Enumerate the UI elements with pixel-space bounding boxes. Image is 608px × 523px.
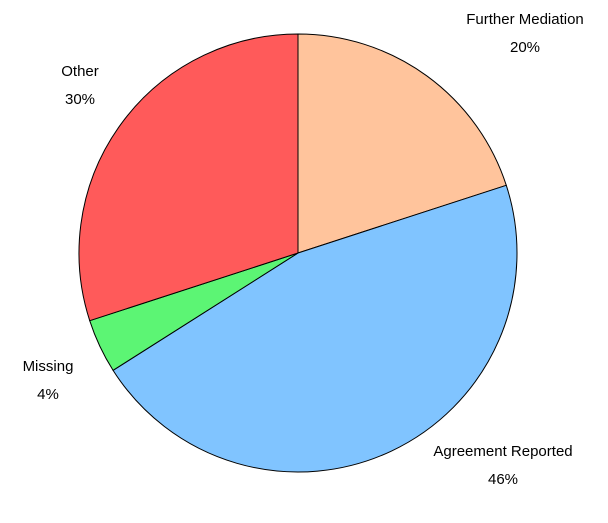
- slice-label: Further Mediation: [466, 11, 584, 28]
- slice-label: Agreement Reported: [433, 443, 572, 460]
- slice-value-label: 30%: [65, 91, 95, 108]
- pie-slice: [78, 33, 299, 322]
- slice-value-label: 4%: [37, 386, 59, 403]
- slice-label: Missing: [23, 358, 74, 375]
- slice-label: Other: [61, 63, 99, 80]
- pie-slice: [297, 33, 507, 254]
- slice-value-label: 20%: [510, 39, 540, 56]
- slice-value-label: 46%: [488, 471, 518, 488]
- pie-slice: [112, 184, 518, 473]
